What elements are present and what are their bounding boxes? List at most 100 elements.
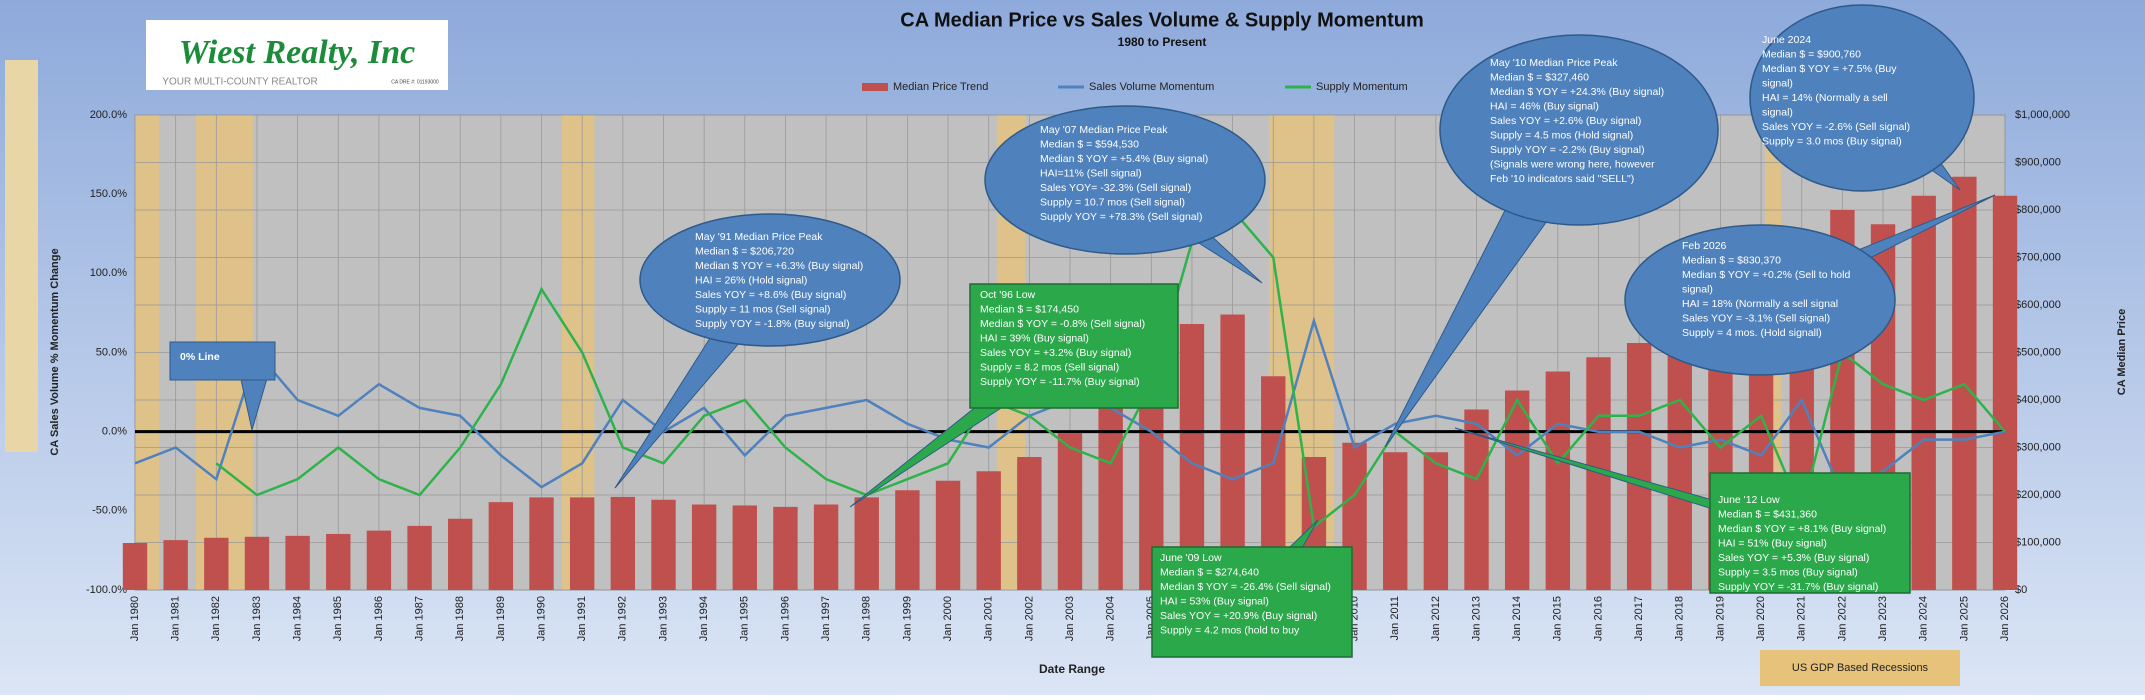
x-tick-label: Jan 2023 <box>1877 596 1889 641</box>
callout-text: Supply = 10.7 mos (Sell signal) <box>1040 196 1185 208</box>
callout-text: 0% Line <box>180 351 220 363</box>
callout-text: HAI = 18% (Normally a sell signal <box>1682 298 1838 310</box>
recession-legend <box>1760 650 1960 686</box>
price-bar <box>1057 433 1083 590</box>
callout-text: Oct '96 Low <box>980 289 1036 301</box>
x-tick-label: Jan 1997 <box>820 596 832 641</box>
momentum-line <box>215 208 2006 529</box>
callout-text: Supply YOY = +78.3% (Sell signal) <box>1040 211 1202 223</box>
y2-tick-label: $200,000 <box>2015 489 2061 501</box>
y2-tick-label: $0 <box>2015 584 2027 596</box>
price-bar <box>1992 195 2018 590</box>
callout-text: Sales YOY= -32.3% (Sell signal) <box>1040 182 1191 194</box>
callout-box <box>1151 546 1353 658</box>
price-bar <box>1504 390 1530 590</box>
price-bar <box>244 536 270 590</box>
price-bar <box>1220 314 1245 590</box>
callout-text: HAI=11% (Sell signal) <box>1040 167 1142 179</box>
x-tick-label: Jan 1991 <box>576 596 588 641</box>
x-tick-label: Jan 2003 <box>1064 596 1076 641</box>
callout-text: Feb '10 indicators said "SELL") <box>1490 173 1634 185</box>
callout-text: HAI = 46% (Buy signal) <box>1490 100 1599 112</box>
price-bar <box>163 540 188 590</box>
price-bar <box>813 504 839 590</box>
price-bar <box>529 497 554 590</box>
legend-label: Median Price Trend <box>893 81 988 93</box>
callout-text: signal) <box>1762 106 1793 118</box>
callout-text: Median $ YOY = +6.3% (Buy signal) <box>695 260 863 272</box>
annotation: May '91 Median Price Peak Median $ = $206… <box>614 213 901 489</box>
callout-text: Median $ YOY = +7.5% (Buy <box>1762 63 1897 75</box>
annotation: May '07 Median Price Peak Median $ = $594… <box>984 105 1266 284</box>
price-bar <box>854 497 879 590</box>
callout-text: signal) <box>1682 283 1713 295</box>
chart-title: CA Median Price vs Sales Volume & Supply… <box>900 9 1423 31</box>
x-tick-label: Jan 1985 <box>332 596 344 641</box>
y-tick-label: 50.0% <box>96 346 127 358</box>
x-tick-label: Jan 1984 <box>292 596 304 641</box>
price-bar <box>976 471 1001 590</box>
callout-text: HAI = 14% (Normally a sell <box>1762 92 1888 104</box>
callout-text: Median $ YOY = +0.2% (Sell to hold <box>1682 269 1850 281</box>
callout-text: signal) <box>1762 77 1793 89</box>
y2-tick-label: $400,000 <box>2015 394 2061 406</box>
callout-text: Median $ = $174,450 <box>980 303 1079 315</box>
logo-license: CA DRE #: 01193000 <box>391 79 439 85</box>
callout-text: Median $ YOY = +8.1% (Buy signal) <box>1718 523 1886 535</box>
x-tick-label: Jan 1993 <box>657 596 669 641</box>
x-tick-label: Jan 1989 <box>495 596 507 641</box>
x-tick-label: Jan 2016 <box>1592 596 1604 641</box>
price-bar <box>1626 343 1652 590</box>
legend-swatch <box>862 83 888 91</box>
price-bar <box>448 518 473 590</box>
price-bar <box>204 537 229 590</box>
x-tick-label: Jan 1983 <box>251 596 263 641</box>
callout-text: Median $ YOY = +24.3% (Buy signal) <box>1490 86 1664 98</box>
callout-text: HAI = 53% (Buy signal) <box>1160 595 1269 607</box>
callout-text: Supply YOY = -2.2% (Buy signal) <box>1490 144 1645 156</box>
x-tick-label: Jan 2018 <box>1674 596 1686 641</box>
price-bar <box>1667 324 1692 590</box>
callout-text: June '12 Low <box>1718 494 1780 506</box>
price-bar <box>610 496 636 590</box>
callout-box <box>169 341 276 381</box>
y-tick-label: 150.0% <box>90 188 128 200</box>
x-tick-label: Jan 1980 <box>129 596 141 641</box>
x-tick-label: Jan 2024 <box>1918 596 1930 641</box>
callout-text: Feb 2026 <box>1682 240 1727 252</box>
callout-text: Supply = 11 mos (Sell signal) <box>695 303 831 315</box>
x-axis-title: Date Range <box>1039 662 1105 676</box>
callout-text: Median $ = $900,760 <box>1762 48 1861 60</box>
callout-text: Median $ YOY = -0.8% (Sell signal) <box>980 318 1145 330</box>
y-tick-label: 200.0% <box>90 109 128 121</box>
price-bar <box>691 504 717 590</box>
x-tick-label: Jan 2015 <box>1552 596 1564 641</box>
x-tick-label: Jan 1998 <box>861 596 873 641</box>
annotation: Oct '96 Low Median $ = $174,450 Median $ Y… <box>849 283 1179 508</box>
callout-text: Median $ = $594,530 <box>1040 138 1139 150</box>
y-tick-label: -100.0% <box>86 584 127 596</box>
logo-box <box>146 20 448 90</box>
y2-tick-label: $800,000 <box>2015 204 2061 216</box>
x-tick-label: Jan 2017 <box>1633 596 1645 641</box>
x-tick-label: Jan 2021 <box>1796 596 1808 641</box>
callout-text: June 2024 <box>1762 34 1811 46</box>
price-bar <box>1383 452 1408 590</box>
callout-text: Supply YOY = -31.7% (Buy signal) <box>1718 581 1878 593</box>
y2-tick-label: $100,000 <box>2015 536 2061 548</box>
callout-text: (Signals were wrong here, however <box>1490 158 1655 170</box>
callout-text: Sales YOY = +5.3% (Buy signal) <box>1718 552 1869 564</box>
y2-tick-label: $900,000 <box>2015 156 2061 168</box>
price-bar <box>285 535 310 590</box>
price-bar <box>1017 457 1042 590</box>
y2-axis-title: CA Median Price <box>2116 309 2128 395</box>
recession-legend-label: US GDP Based Recessions <box>1792 662 1929 674</box>
x-tick-label: Jan 1994 <box>698 596 710 641</box>
price-bar <box>407 525 432 590</box>
y-tick-label: -50.0% <box>92 505 127 517</box>
callout-bubble <box>639 213 901 347</box>
price-bar <box>1911 195 1936 590</box>
price-bar <box>488 502 514 590</box>
x-tick-label: Jan 1987 <box>413 596 425 641</box>
